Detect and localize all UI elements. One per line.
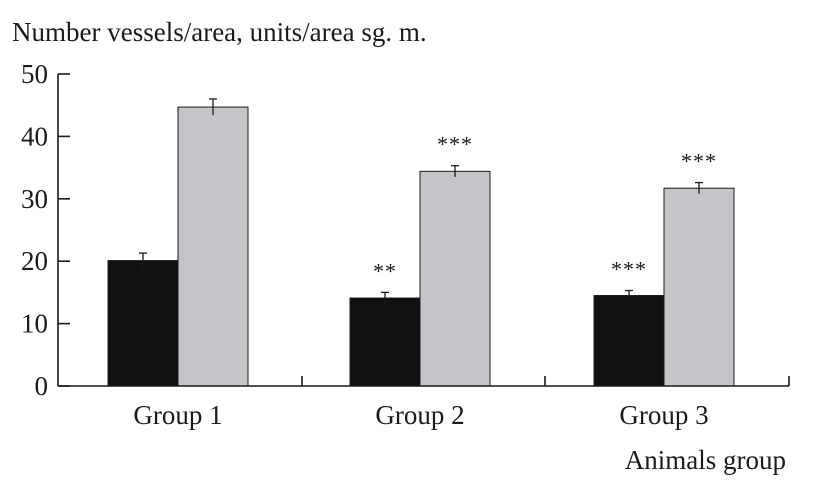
y-tick-label: 0 (35, 371, 49, 401)
category-label: Group 3 (619, 400, 708, 430)
significance-label: *** (681, 149, 717, 174)
y-tick-label: 40 (21, 121, 48, 151)
bars (107, 106, 735, 387)
bar (107, 260, 179, 387)
bar (419, 170, 491, 387)
y-axis: 0 10 20 30 40 50 (21, 59, 70, 401)
bar (177, 106, 249, 387)
x-axis-label: Animals group (625, 445, 786, 475)
x-axis (58, 376, 790, 387)
y-tick-label: 10 (21, 309, 48, 339)
bar (349, 297, 421, 387)
y-axis-label: Number vessels/area, units/area sg. m. (12, 17, 427, 47)
significance-label: *** (611, 257, 647, 282)
y-tick-label: 30 (21, 184, 48, 214)
y-tick-label: 20 (21, 246, 48, 276)
significance-markers: ** ********* (373, 132, 717, 284)
significance-label: ** (373, 258, 397, 283)
significance-label: *** (437, 132, 473, 157)
bar (593, 295, 665, 387)
bar (663, 187, 735, 387)
category-labels: Group 1 Group 2 Group 3 (133, 400, 708, 430)
category-label: Group 2 (375, 400, 464, 430)
category-label: Group 1 (133, 400, 222, 430)
y-tick-label: 50 (21, 59, 48, 89)
error-bars (139, 98, 703, 304)
